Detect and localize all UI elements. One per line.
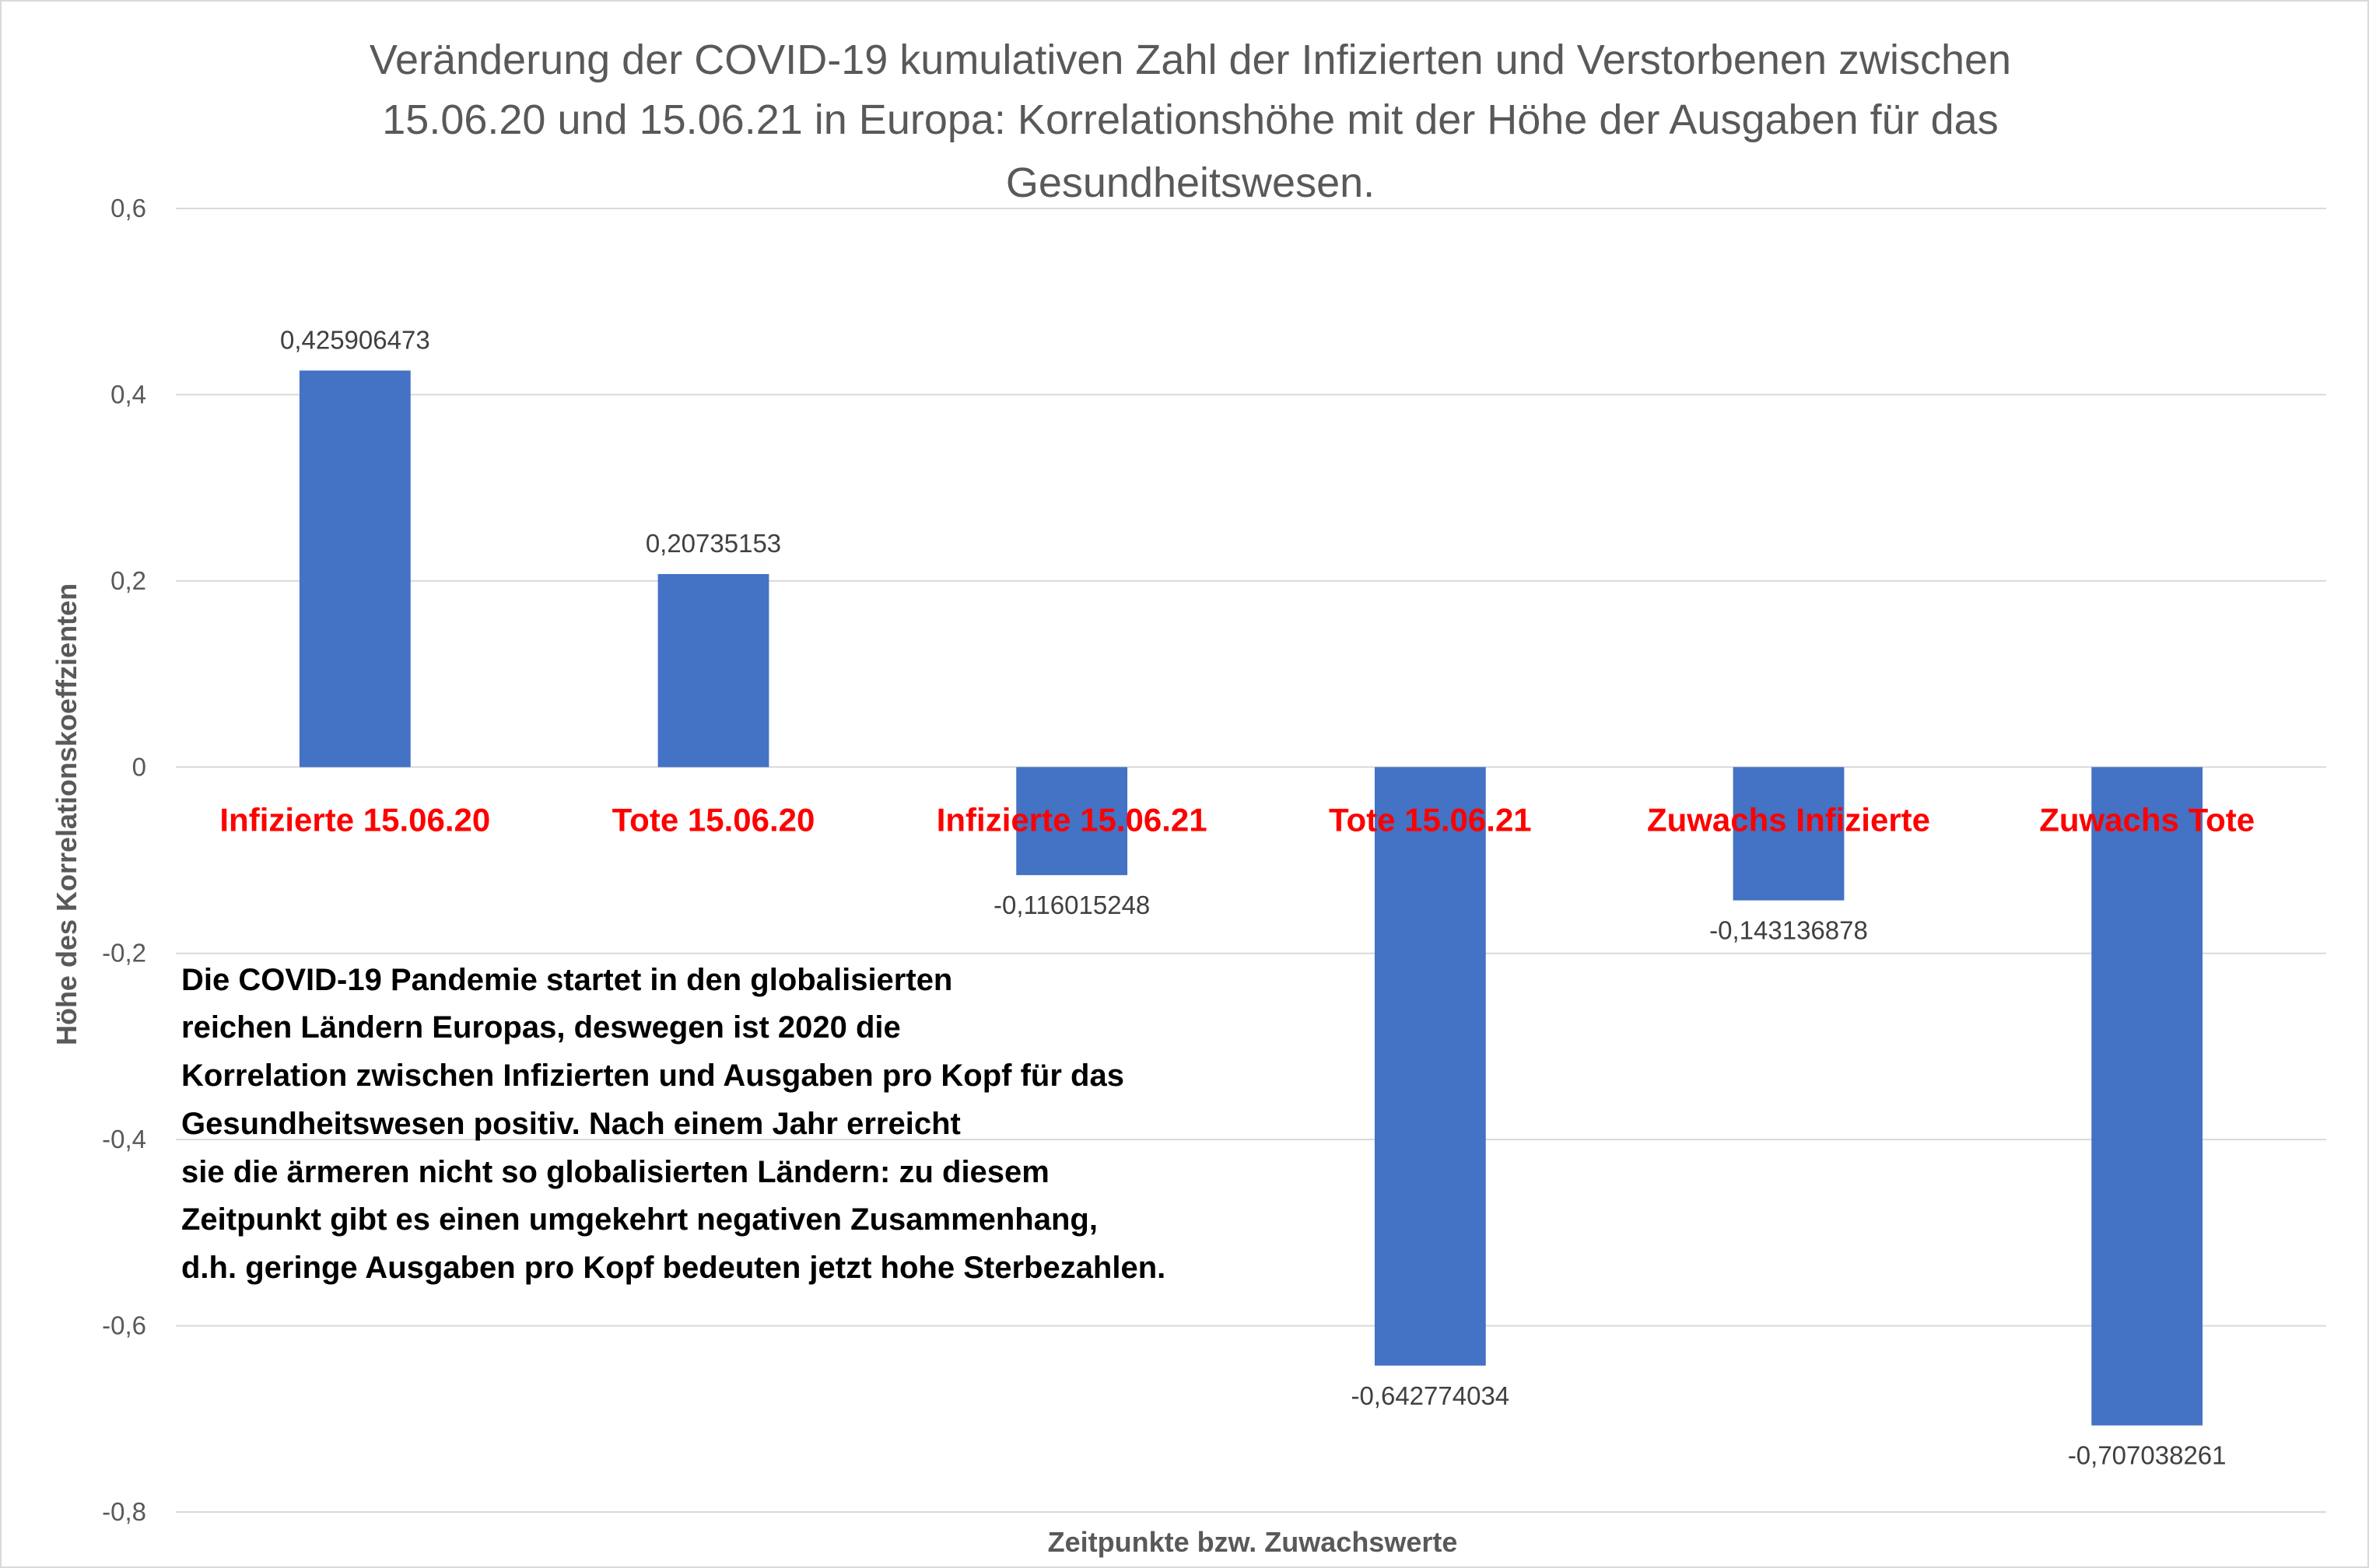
bar: [1733, 767, 1845, 901]
x-category-label: Zuwachs Infizierte: [1647, 801, 1930, 838]
bar: [1374, 767, 1486, 1366]
y-tick-label: 0,4: [110, 380, 146, 408]
annotation-line-6: Zeitpunkt gibt es einen umgekehrt negati…: [181, 1202, 1098, 1237]
y-tick-label: -0,8: [102, 1497, 146, 1526]
y-tick-label: 0: [132, 752, 146, 781]
annotation-line-7: d.h. geringe Ausgaben pro Kopf bedeuten …: [181, 1251, 1165, 1285]
x-category-label: Tote 15.06.21: [1329, 801, 1532, 838]
data-label: -0,642774034: [1351, 1381, 1509, 1410]
y-tick-label: 0,2: [110, 566, 146, 595]
bar: [657, 574, 769, 768]
annotation-line-2: reichen Ländern Europas, deswegen ist 20…: [181, 1010, 901, 1045]
y-tick-label: 0,6: [110, 194, 146, 222]
data-label: -0,143136878: [1709, 916, 1868, 945]
y-axis-ticks: 0,6 0,4 0,2 0 -0,2 -0,4 -0,6 -0,8: [102, 194, 146, 1526]
bar: [2091, 767, 2203, 1426]
annotation-line-3: Korrelation zwischen Infizierten und Aus…: [181, 1059, 1124, 1093]
y-tick-label: -0,4: [102, 1125, 146, 1153]
data-label: -0,707038261: [2068, 1441, 2227, 1470]
annotation-line-4: Gesundheitswesen positiv. Nach einem Jah…: [181, 1107, 961, 1141]
x-category-label: Infizierte 15.06.21: [937, 801, 1207, 838]
chart-title-line-1: Veränderung der COVID-19 kumulativen Zah…: [370, 37, 2011, 83]
x-axis-title: Zeitpunkte bzw. Zuwachswerte: [1048, 1526, 1458, 1558]
x-category-label: Zuwachs Tote: [2039, 801, 2255, 838]
data-label: 0,425906473: [280, 325, 430, 354]
chart-title-line-2: 15.06.20 und 15.06.21 in Europa: Korrela…: [382, 96, 1998, 143]
annotation-text: Die COVID-19 Pandemie startet in den glo…: [181, 963, 1165, 1285]
annotation-line-5: sie die ärmeren nicht so globalisierten …: [181, 1155, 1050, 1189]
data-label: 0,20735153: [646, 529, 781, 558]
data-label: -0,116015248: [994, 891, 1150, 919]
x-category-label: Infizierte 15.06.20: [219, 801, 490, 838]
bar: [1016, 767, 1128, 876]
x-category-label: Tote 15.06.20: [612, 801, 815, 838]
bar: [299, 370, 411, 768]
y-axis-title: Höhe des Korrelationskoeffzienten: [51, 583, 82, 1045]
y-tick-label: -0,2: [102, 939, 146, 968]
chart-title-line-3: Gesundheitswesen.: [1006, 159, 1375, 206]
annotation-line-1: Die COVID-19 Pandemie startet in den glo…: [181, 963, 952, 997]
data-labels: 0,425906473 0,20735153 -0,116015248 -0,6427…: [280, 325, 2227, 1469]
chart-title: Veränderung der COVID-19 kumulativen Zah…: [370, 37, 2011, 206]
category-labels: Infizierte 15.06.20 Tote 15.06.20 Infizier…: [219, 801, 2255, 838]
gridlines: [176, 208, 2326, 1513]
bars: [299, 370, 2203, 1426]
y-tick-label: -0,6: [102, 1311, 146, 1340]
